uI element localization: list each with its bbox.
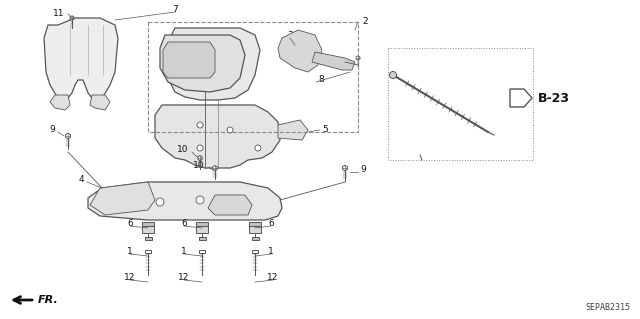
Bar: [196, 222, 207, 226]
Circle shape: [156, 198, 164, 206]
Text: 11: 11: [52, 9, 64, 18]
Text: 10: 10: [177, 145, 188, 154]
Bar: [252, 237, 259, 240]
Text: SEPAB2315: SEPAB2315: [585, 303, 630, 312]
Polygon shape: [70, 16, 74, 20]
Circle shape: [255, 145, 261, 151]
Bar: [196, 226, 208, 233]
Polygon shape: [312, 52, 355, 70]
Bar: [199, 250, 205, 253]
Text: 12: 12: [124, 273, 136, 283]
Circle shape: [197, 122, 203, 128]
Polygon shape: [170, 28, 260, 100]
Bar: [249, 226, 261, 233]
Text: 8: 8: [318, 76, 324, 85]
Polygon shape: [213, 166, 217, 170]
Bar: [198, 237, 205, 240]
Bar: [141, 226, 154, 233]
Text: 4: 4: [78, 175, 84, 184]
Text: 1: 1: [127, 248, 133, 256]
Bar: [252, 250, 258, 253]
Text: 6: 6: [127, 219, 133, 228]
Text: 9: 9: [49, 125, 55, 135]
Circle shape: [196, 196, 204, 204]
Text: 6: 6: [181, 219, 187, 228]
Bar: [148, 22, 358, 132]
Text: 12: 12: [179, 273, 189, 283]
Text: 2: 2: [362, 18, 367, 26]
Polygon shape: [88, 182, 282, 220]
Circle shape: [236, 198, 244, 206]
Polygon shape: [160, 35, 245, 92]
Text: B-23: B-23: [538, 92, 570, 105]
Polygon shape: [44, 18, 118, 99]
Circle shape: [197, 145, 203, 151]
Polygon shape: [198, 156, 202, 160]
Polygon shape: [278, 120, 308, 140]
Text: 3: 3: [287, 31, 293, 40]
Bar: [143, 222, 154, 226]
Polygon shape: [90, 95, 110, 110]
Polygon shape: [208, 195, 252, 215]
Text: 9: 9: [360, 166, 365, 174]
Text: 6: 6: [268, 219, 274, 228]
Polygon shape: [278, 30, 322, 72]
Polygon shape: [163, 42, 215, 78]
Bar: [388, 48, 533, 160]
Bar: [145, 250, 151, 253]
Circle shape: [227, 127, 233, 133]
Polygon shape: [66, 133, 70, 139]
Polygon shape: [90, 182, 155, 215]
Text: 5: 5: [322, 125, 328, 135]
Polygon shape: [50, 95, 70, 110]
Circle shape: [390, 71, 397, 78]
Text: 1: 1: [268, 248, 274, 256]
Polygon shape: [510, 89, 532, 107]
Text: FR.: FR.: [38, 295, 59, 305]
Text: 12: 12: [268, 273, 278, 283]
Polygon shape: [342, 165, 348, 171]
Text: 7: 7: [172, 4, 178, 13]
Polygon shape: [155, 105, 280, 168]
Bar: [145, 237, 152, 240]
Bar: [250, 222, 260, 226]
Polygon shape: [356, 56, 360, 60]
Text: 10: 10: [193, 160, 204, 169]
Text: 1: 1: [181, 248, 187, 256]
